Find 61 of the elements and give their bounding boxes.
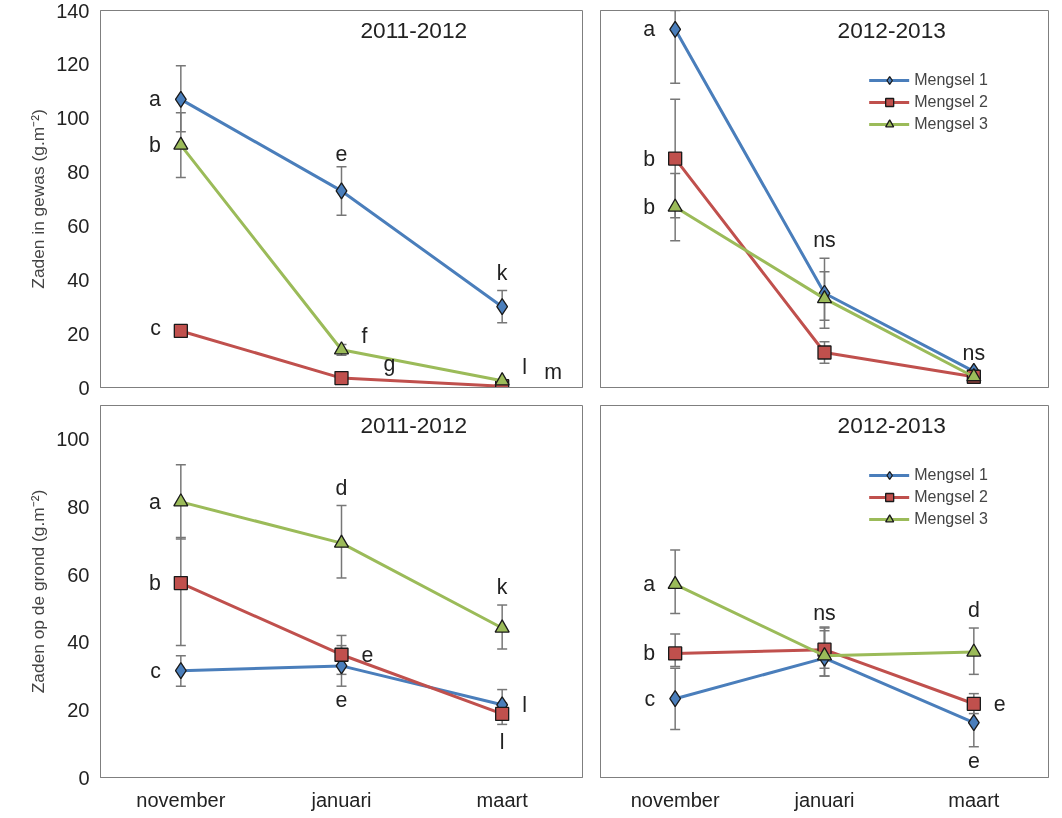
legend-label: Mengsel 1 (914, 71, 988, 89)
annotation: b (148, 133, 161, 158)
annotation: ns (813, 228, 836, 253)
y-tick-label: 100 (56, 428, 90, 451)
annotation: a (148, 489, 161, 514)
annotation: l (522, 354, 527, 379)
y-tick-label: 60 (67, 563, 90, 586)
annotation: c (150, 658, 162, 683)
annotation: k (496, 260, 508, 285)
annotation: d (335, 475, 348, 500)
y-tick-label: 0 (78, 766, 90, 789)
y-tick-label: 0 (78, 376, 90, 399)
y-tick-label: 40 (67, 268, 90, 291)
legend-label: Mengsel 2 (914, 488, 988, 506)
annotation: d (967, 598, 980, 623)
x-tick-label: maart (476, 788, 529, 811)
annotation: a (148, 87, 161, 112)
legend-label: Mengsel 2 (914, 93, 988, 111)
annotation: l (522, 692, 527, 717)
x-tick-label: januari (310, 788, 372, 811)
y-tick-label: 140 (56, 0, 90, 22)
annotation: e (993, 692, 1006, 717)
annotation: a (643, 572, 656, 597)
annotation: k (496, 575, 508, 600)
y-tick-label: 60 (67, 214, 90, 237)
annotation: a (643, 17, 656, 42)
y-tick-label: 20 (67, 322, 90, 345)
annotation: b (643, 641, 656, 666)
y-tick-label: 100 (56, 107, 90, 130)
x-tick-label: maart (948, 788, 1000, 811)
annotation: e (967, 748, 980, 773)
annotation: e (335, 141, 348, 166)
annotation: e (361, 643, 374, 668)
annotation: ns (962, 341, 986, 366)
y-tick-label: 80 (67, 161, 90, 184)
y-tick-label: 120 (56, 53, 90, 76)
chart-title: 2011-2012 (360, 411, 468, 438)
annotation: b (148, 571, 161, 596)
annotation: b (643, 146, 656, 171)
chart-title: 2012-2013 (837, 411, 946, 438)
y-tick-label: 80 (67, 495, 90, 518)
chart-title: 2011-2012 (360, 16, 468, 43)
annotation: ns (813, 600, 836, 625)
annotation: m (544, 360, 562, 385)
x-tick-label: november (630, 788, 720, 811)
y-tick-label: 40 (67, 631, 90, 654)
annotation: c (644, 686, 656, 711)
annotation: l (499, 730, 505, 755)
legend-label: Mengsel 3 (914, 115, 988, 133)
annotation: f (361, 323, 368, 348)
legend-label: Mengsel 1 (914, 466, 988, 484)
y-axis-title: Zaden in gewas (g.m⁻²) (28, 109, 49, 289)
annotation: b (643, 195, 656, 220)
annotation: e (335, 688, 348, 713)
y-tick-label: 20 (67, 698, 90, 721)
x-tick-label: november (136, 788, 226, 811)
legend-label: Mengsel 3 (914, 510, 988, 528)
x-tick-label: januari (793, 788, 855, 811)
annotation: c (150, 316, 162, 341)
chart-title: 2012-2013 (837, 16, 946, 43)
y-axis-title: Zaden op de grond (g.m⁻²) (28, 489, 49, 694)
